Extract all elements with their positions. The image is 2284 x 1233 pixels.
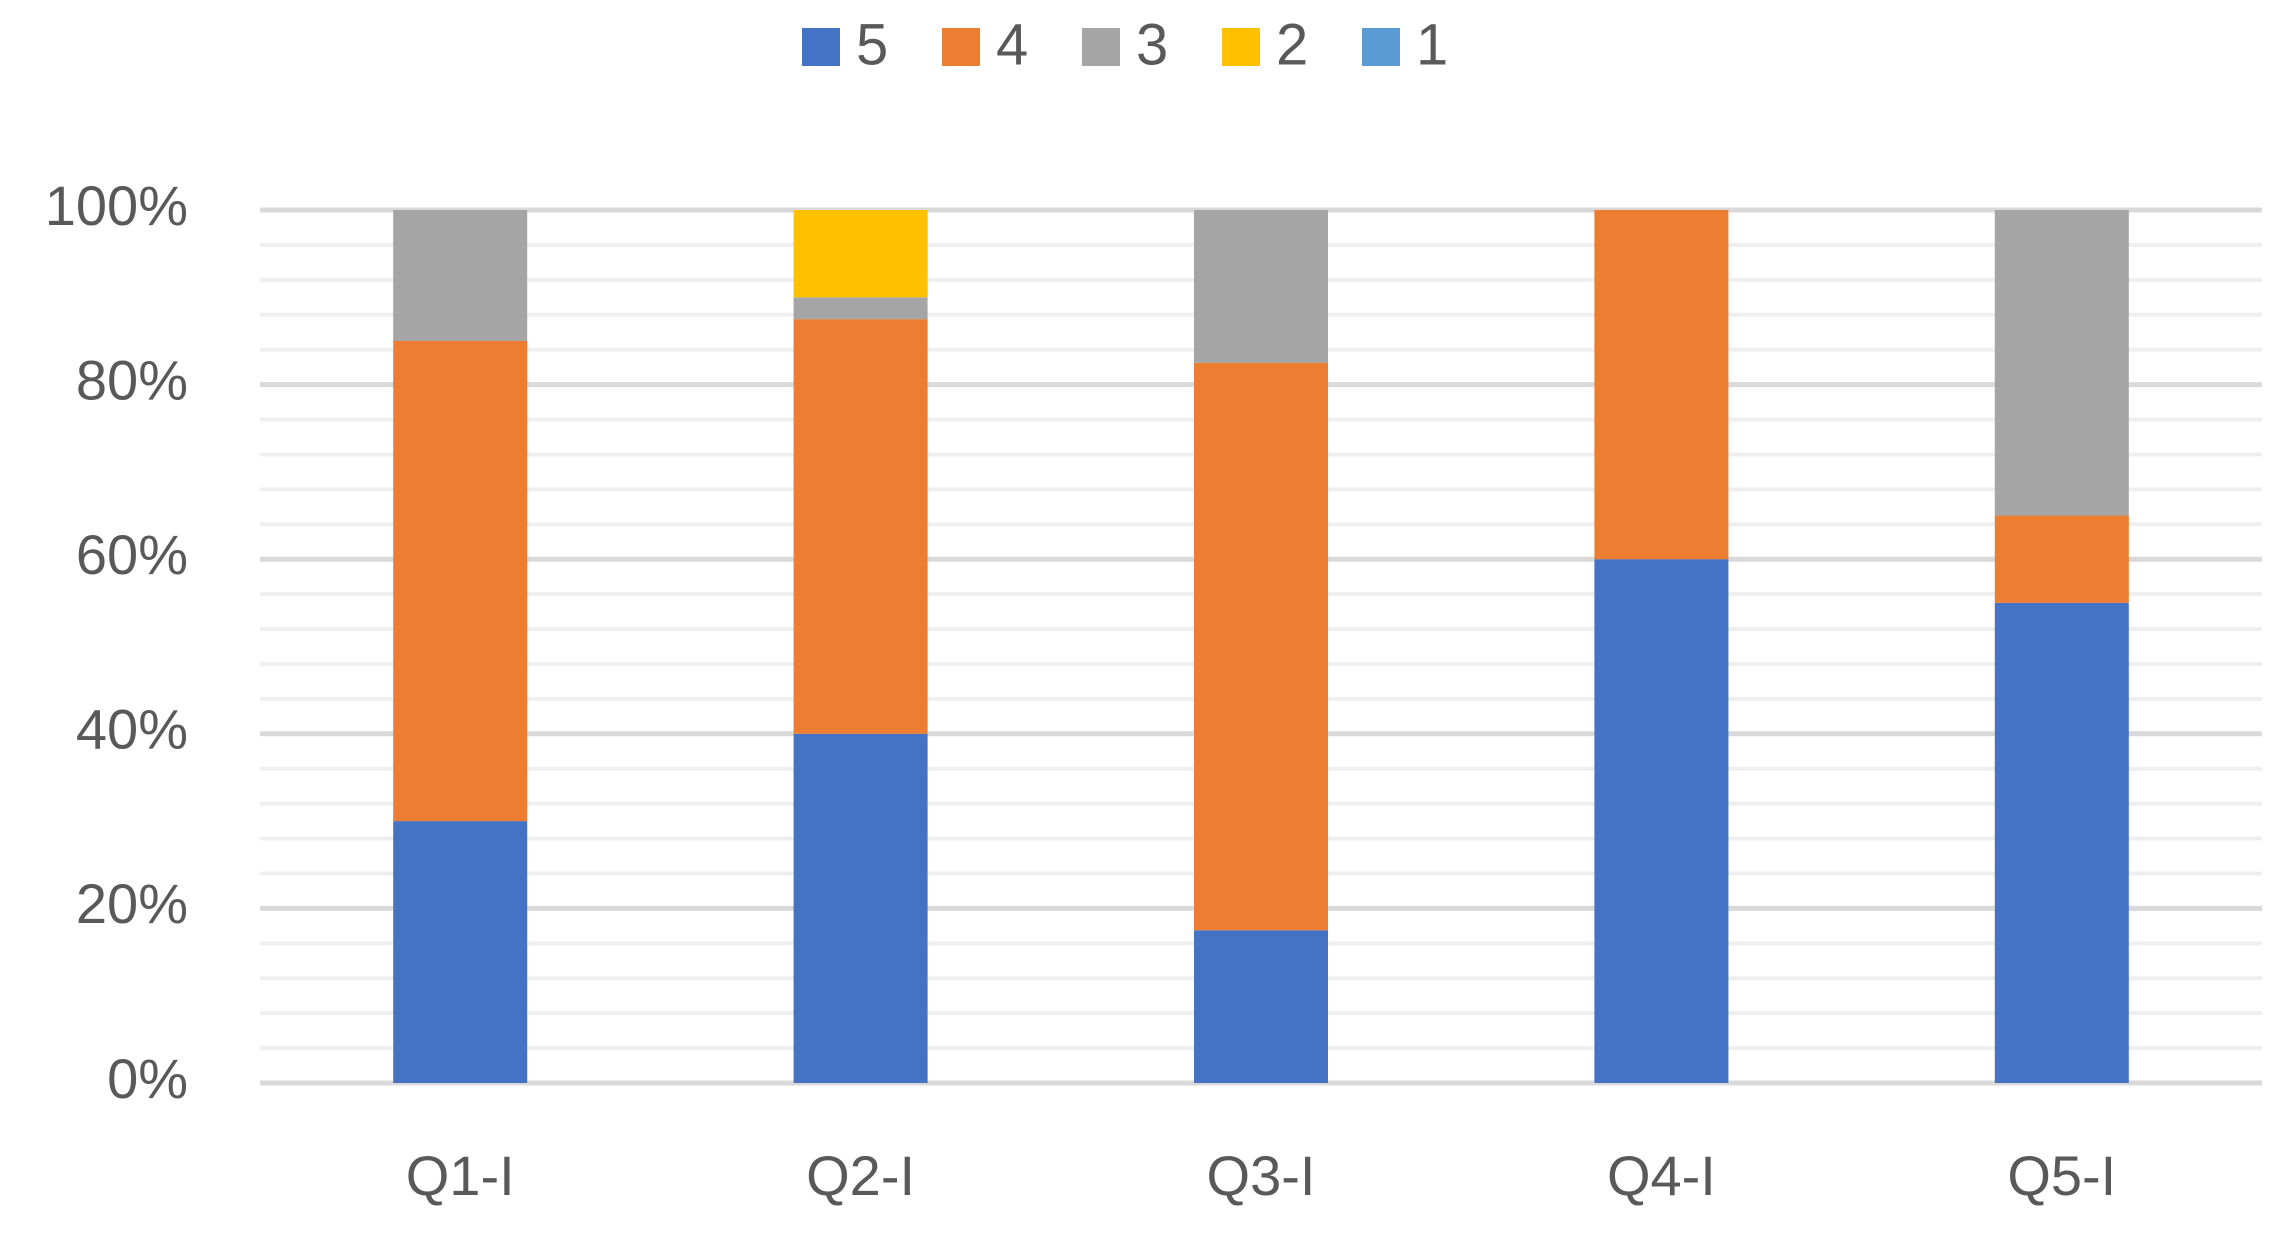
y-tick-label: 80% (76, 348, 188, 411)
x-tick-label: Q5-I (2007, 1144, 2116, 1207)
x-tick-label: Q4-I (1607, 1144, 1716, 1207)
bar-segment-q5-i-rating-5 (1994, 602, 2129, 1083)
bar-segment-q2-i-rating-2 (793, 210, 928, 298)
bar-segment-q2-i-rating-4 (793, 319, 928, 734)
y-tick-label: 0% (107, 1047, 188, 1110)
legend-label-3: 3 (1136, 12, 1168, 77)
x-tick-label: Q3-I (1207, 1144, 1316, 1207)
bar-segment-q3-i-rating-5 (1194, 930, 1328, 1083)
y-tick-label: 100% (45, 174, 188, 237)
legend-swatch-2 (1222, 28, 1260, 66)
y-tick-label: 20% (76, 872, 188, 935)
bar-segment-q2-i-rating-3 (793, 297, 928, 320)
x-tick-label: Q1-I (406, 1144, 515, 1207)
bar-segment-q4-i-rating-5 (1594, 559, 1729, 1083)
legend-swatch-3 (1082, 28, 1120, 66)
bar-segment-q4-i-rating-4 (1594, 210, 1729, 560)
legend-label-1: 1 (1416, 12, 1448, 77)
legend-swatch-5 (802, 28, 840, 66)
bar-segment-q2-i-rating-5 (793, 733, 928, 1083)
bar-segment-q1-i-rating-5 (393, 821, 528, 1083)
legend-label-5: 5 (856, 12, 888, 77)
bar-segment-q1-i-rating-4 (393, 340, 528, 822)
bar-segment-q3-i-rating-4 (1194, 362, 1328, 931)
bar-segment-q3-i-rating-3 (1194, 210, 1328, 363)
x-tick-label: Q2-I (806, 1144, 915, 1207)
y-axis: 0% 20% 40% 60% 80% 100% (45, 174, 188, 1110)
bar-segment-q1-i-rating-3 (393, 210, 528, 341)
bar-segment-q5-i-rating-4 (1994, 515, 2129, 603)
legend-swatch-1 (1362, 28, 1400, 66)
x-axis: Q1-I Q2-I Q3-I Q4-I Q5-I (406, 1144, 2117, 1207)
legend-label-2: 2 (1276, 12, 1308, 77)
y-tick-label: 40% (76, 698, 188, 761)
y-tick-label: 60% (76, 523, 188, 586)
chart-legend: 5 4 3 2 1 (802, 12, 1448, 77)
legend-label-4: 4 (996, 12, 1028, 77)
chart-bars (393, 210, 2129, 1083)
legend-swatch-4 (942, 28, 980, 66)
bar-segment-q5-i-rating-3 (1994, 210, 2129, 516)
